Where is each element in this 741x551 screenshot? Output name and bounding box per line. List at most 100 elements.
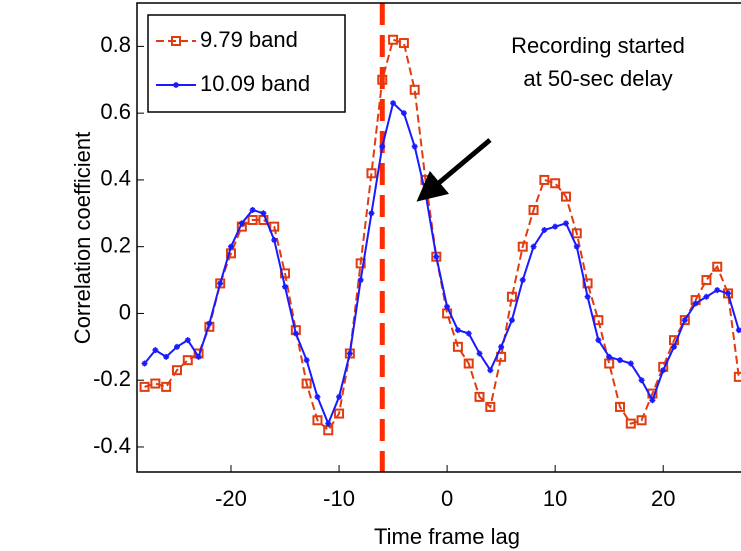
marker xyxy=(282,283,289,290)
marker xyxy=(498,343,505,350)
marker xyxy=(355,258,366,269)
marker xyxy=(679,315,690,326)
marker xyxy=(541,226,548,233)
marker xyxy=(530,243,537,250)
marker xyxy=(627,360,634,367)
marker xyxy=(571,228,582,239)
marker xyxy=(733,371,741,382)
marker xyxy=(519,277,526,284)
marker xyxy=(171,365,182,376)
marker xyxy=(346,350,353,357)
marker xyxy=(215,278,226,289)
marker xyxy=(195,353,202,360)
marker xyxy=(474,391,485,402)
marker xyxy=(701,275,712,286)
x-tick-label: -10 xyxy=(323,486,355,511)
marker xyxy=(584,293,591,300)
marker xyxy=(463,358,474,369)
marker xyxy=(184,337,191,344)
marker xyxy=(735,327,741,334)
marker xyxy=(400,110,407,117)
x-tick-label: 10 xyxy=(543,486,567,511)
marker xyxy=(271,237,278,244)
marker xyxy=(388,34,399,45)
y-tick-label: -0.4 xyxy=(93,433,131,458)
marker xyxy=(325,420,332,427)
y-tick-label: 0.6 xyxy=(100,99,131,124)
marker xyxy=(573,243,580,250)
marker xyxy=(562,220,569,227)
legend-label: 10.09 band xyxy=(200,71,310,96)
marker xyxy=(247,214,258,225)
marker xyxy=(269,221,280,232)
y-tick-label: 0.2 xyxy=(100,232,131,257)
marker xyxy=(595,337,602,344)
legend-label: 9.79 band xyxy=(200,27,298,52)
marker xyxy=(182,355,193,366)
marker xyxy=(336,393,343,400)
marker xyxy=(334,408,345,419)
annotation: Recording started xyxy=(511,33,685,58)
marker xyxy=(139,381,150,392)
marker xyxy=(152,347,159,354)
legend-box xyxy=(147,14,346,113)
marker xyxy=(454,327,461,334)
marker xyxy=(163,353,170,360)
marker xyxy=(312,415,323,426)
marker xyxy=(411,143,418,150)
marker xyxy=(485,401,496,412)
marker xyxy=(444,303,451,310)
marker xyxy=(465,330,472,337)
marker xyxy=(550,178,561,189)
marker xyxy=(528,204,539,215)
marker xyxy=(487,367,494,374)
marker xyxy=(660,367,667,374)
legend: 9.79 band 10.09 band xyxy=(147,14,346,113)
marker xyxy=(517,241,528,252)
marker xyxy=(173,343,180,350)
marker xyxy=(614,401,625,412)
legend-marker xyxy=(171,36,181,46)
marker xyxy=(692,300,699,307)
y-axis-label: Correlation coefficient xyxy=(70,132,95,344)
marker xyxy=(714,287,721,294)
marker xyxy=(606,353,613,360)
marker xyxy=(433,253,440,260)
marker xyxy=(638,377,645,384)
marker xyxy=(671,343,678,350)
marker xyxy=(357,277,364,284)
marker xyxy=(238,220,245,227)
marker xyxy=(303,357,310,364)
plot-area xyxy=(139,3,741,472)
y-tick-label: 0.4 xyxy=(100,166,131,191)
annotation: at 50-sec delay xyxy=(523,66,672,91)
marker xyxy=(217,280,224,287)
marker xyxy=(301,378,312,389)
legend-marker xyxy=(173,82,179,88)
marker xyxy=(508,317,515,324)
annotation-arrow xyxy=(416,138,492,202)
x-axis-label: Time frame lag xyxy=(374,524,520,549)
marker xyxy=(723,288,734,299)
marker xyxy=(206,320,213,327)
marker xyxy=(398,38,409,49)
x-tick-label: -20 xyxy=(215,486,247,511)
x-tick-label: 20 xyxy=(651,486,675,511)
marker xyxy=(150,378,161,389)
marker xyxy=(161,381,172,392)
marker xyxy=(377,74,388,85)
marker xyxy=(379,143,386,150)
marker xyxy=(409,84,420,95)
marker xyxy=(260,210,267,217)
marker xyxy=(452,341,463,352)
marker xyxy=(725,290,732,297)
marker xyxy=(228,243,235,250)
x-tick-label: 0 xyxy=(441,486,453,511)
marker xyxy=(476,350,483,357)
marker xyxy=(552,223,559,230)
marker xyxy=(539,174,550,185)
marker xyxy=(636,415,647,426)
marker xyxy=(649,397,656,404)
marker xyxy=(712,261,723,272)
